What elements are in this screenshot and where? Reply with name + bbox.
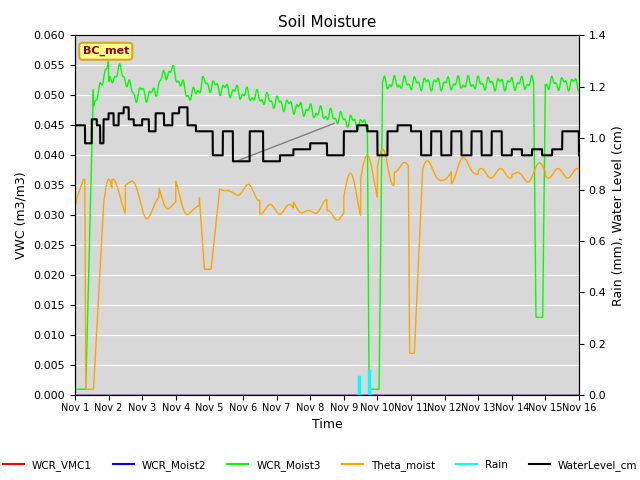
Text: BC_met: BC_met — [83, 46, 129, 56]
Y-axis label: Rain (mm), Water Level (cm): Rain (mm), Water Level (cm) — [612, 125, 625, 306]
X-axis label: Time: Time — [312, 419, 342, 432]
Title: Soil Moisture: Soil Moisture — [278, 15, 376, 30]
Y-axis label: VWC (m3/m3): VWC (m3/m3) — [15, 171, 28, 259]
Legend: WCR_VMC1, WCR_Moist2, WCR_Moist3, Theta_moist, Rain, WaterLevel_cm: WCR_VMC1, WCR_Moist2, WCR_Moist3, Theta_… — [0, 456, 640, 475]
